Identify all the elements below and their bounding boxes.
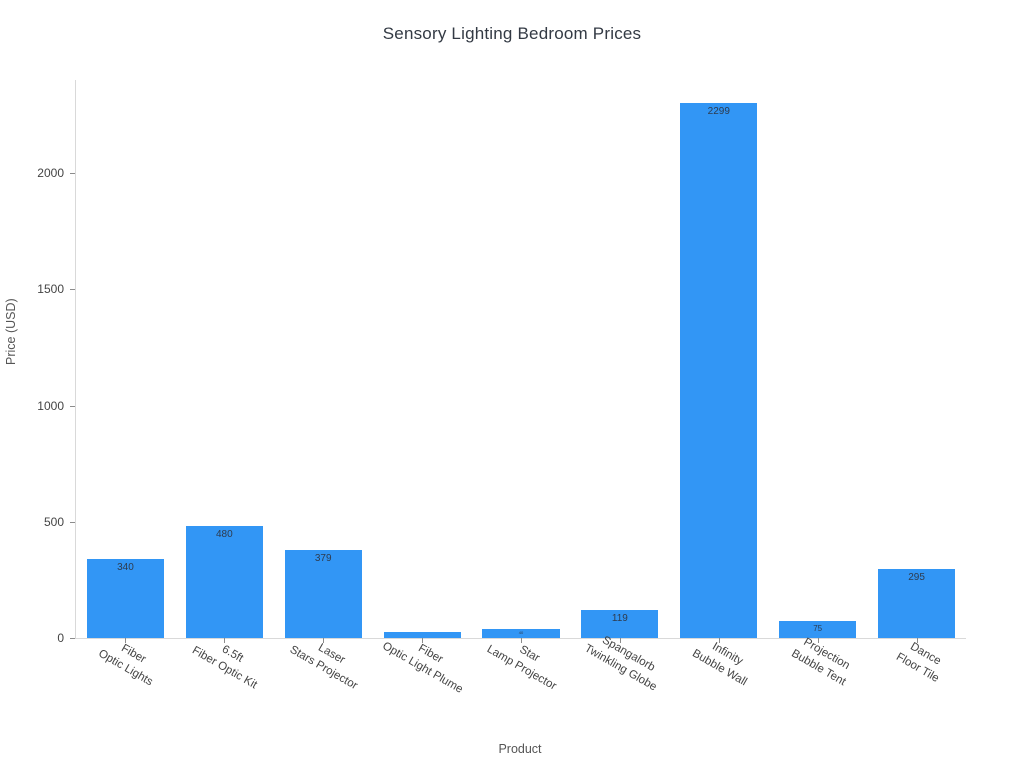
x-tick-mark xyxy=(125,638,127,643)
bar-value-label: 75 xyxy=(813,624,823,633)
x-tick-mark xyxy=(817,638,819,643)
x-tick-mark xyxy=(422,638,424,643)
y-tick-mark xyxy=(70,173,75,174)
x-tick-mark xyxy=(323,638,325,643)
bar-value-label: 119 xyxy=(611,613,628,624)
bar-value-label: 340 xyxy=(117,562,134,573)
y-tick-mark xyxy=(70,638,75,639)
y-tick-mark xyxy=(70,405,75,407)
bar-value-label: 379 xyxy=(314,553,332,564)
y-tick-mark xyxy=(70,521,75,523)
y-tick-label: 500 xyxy=(43,514,64,529)
bar: 40 xyxy=(482,629,560,638)
plot-area: 0 500 1000 1500 2000 340 Fiber Optic Lights 480 6… xyxy=(37,80,966,695)
bar: 340 xyxy=(86,559,164,638)
bar xyxy=(383,632,461,638)
bar: 75 xyxy=(779,621,857,638)
x-axis-title: Product xyxy=(498,742,542,756)
bar-value-label: 2299 xyxy=(707,106,730,117)
y-tick-label: 2000 xyxy=(37,166,64,180)
bar: 2299 xyxy=(680,103,758,638)
y-tick-label: 1500 xyxy=(37,282,64,297)
y-tick-label: 1000 xyxy=(37,398,64,413)
x-tick-mark xyxy=(916,638,918,643)
bar: 379 xyxy=(284,550,362,638)
x-tick-mark xyxy=(718,638,720,643)
bar: 295 xyxy=(877,569,956,638)
bar-value-label: 295 xyxy=(908,572,925,583)
x-tick-mark xyxy=(521,638,522,643)
x-tick-mark xyxy=(619,638,621,643)
chart-title: Sensory Lighting Bedroom Prices xyxy=(382,24,642,43)
bar-value-label: 40 xyxy=(518,630,524,635)
y-tick-label: 0 xyxy=(57,631,64,645)
x-tick-mark xyxy=(224,638,226,643)
y-axis-title: Price (USD) xyxy=(4,298,18,365)
y-tick-mark xyxy=(70,289,75,291)
bar: 119 xyxy=(581,610,659,638)
bar: 480 xyxy=(185,526,263,638)
bar-value-label: 480 xyxy=(215,529,233,540)
